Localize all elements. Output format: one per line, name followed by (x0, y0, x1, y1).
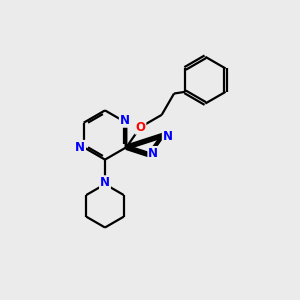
Text: N: N (75, 141, 85, 154)
Text: N: N (100, 176, 110, 189)
Text: N: N (148, 147, 158, 160)
Text: N: N (163, 130, 173, 143)
Text: N: N (120, 114, 130, 127)
Text: O: O (135, 121, 146, 134)
